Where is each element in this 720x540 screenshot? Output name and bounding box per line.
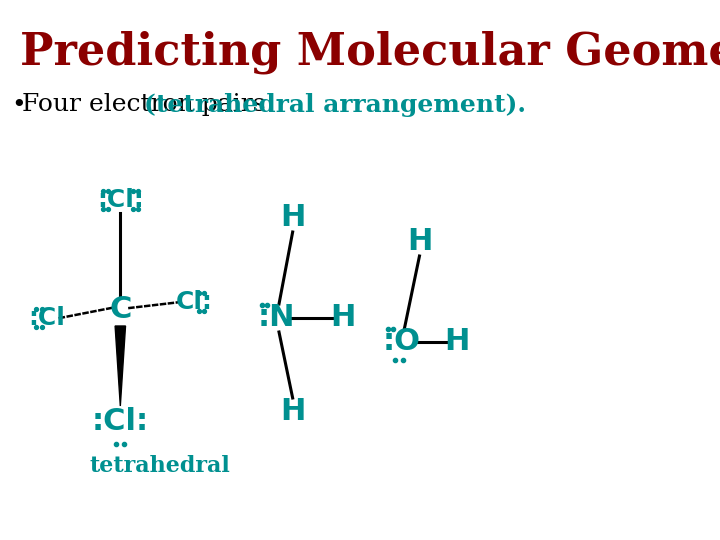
Text: (tetrahedral arrangement).: (tetrahedral arrangement). bbox=[145, 93, 526, 117]
Text: Cl:: Cl: bbox=[176, 290, 212, 314]
Text: •: • bbox=[12, 93, 27, 117]
Text: :Cl:: :Cl: bbox=[97, 188, 144, 212]
Text: Four electron pairs: Four electron pairs bbox=[22, 93, 274, 117]
Text: H: H bbox=[280, 204, 305, 233]
Text: H: H bbox=[280, 397, 305, 427]
Text: :Cl: :Cl bbox=[28, 306, 66, 330]
Text: C: C bbox=[109, 295, 132, 325]
Text: H: H bbox=[407, 227, 432, 256]
Polygon shape bbox=[115, 326, 125, 406]
Text: H: H bbox=[330, 303, 356, 333]
Text: :N: :N bbox=[258, 303, 295, 333]
Text: Predicting Molecular Geometry: Predicting Molecular Geometry bbox=[19, 30, 720, 74]
Text: :O: :O bbox=[383, 327, 421, 356]
Text: tetrahedral: tetrahedral bbox=[90, 455, 230, 477]
Text: H: H bbox=[444, 327, 470, 356]
Text: :Cl:: :Cl: bbox=[91, 408, 149, 436]
